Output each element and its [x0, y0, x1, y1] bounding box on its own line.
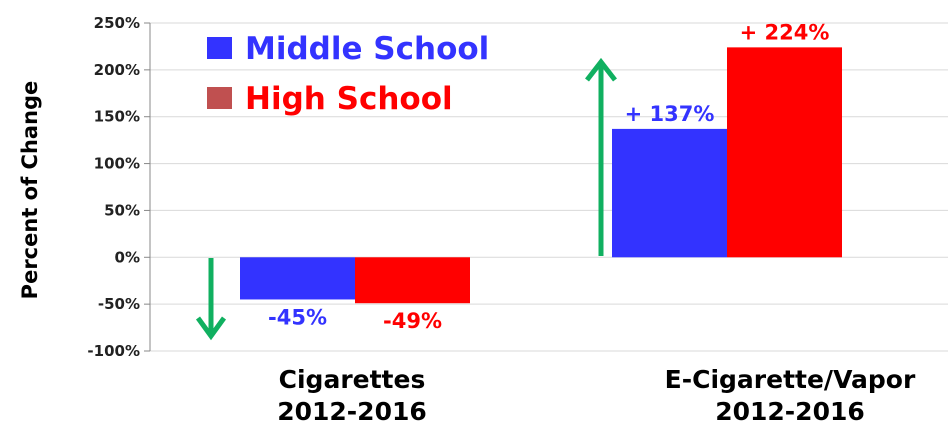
y-tick-label: 200%	[94, 61, 140, 79]
category-label: E-Cigarette/Vapor	[665, 365, 916, 394]
legend: Middle School High School	[207, 31, 489, 117]
y-axis-title: Percent of Change	[18, 81, 42, 300]
legend-swatch	[207, 37, 232, 59]
down-arrow-icon	[195, 258, 227, 341]
bar-high-school-cigarettes	[355, 257, 470, 304]
category-label: Cigarettes	[279, 365, 426, 394]
up-arrow-icon	[585, 57, 617, 256]
bar-high-school-e-cigarette	[727, 47, 842, 258]
trend-arrows	[195, 57, 617, 341]
category-sublabel: 2012-2016	[715, 397, 865, 426]
y-tick-label: 0%	[115, 248, 140, 266]
data-label: + 224%	[740, 20, 830, 44]
bar-middle-school-cigarettes	[240, 257, 355, 300]
y-axis: 250% 200% 150% 100% 50% 0% -50% -100%	[87, 14, 151, 360]
y-tick-label: 50%	[104, 201, 140, 219]
bar-middle-school-e-cigarette	[612, 128, 727, 258]
bars	[240, 47, 842, 304]
y-tick-label: 250%	[94, 14, 140, 32]
y-tick-label: -100%	[87, 342, 140, 360]
y-tick-label: -50%	[98, 295, 140, 313]
y-tick-label: 100%	[94, 155, 140, 173]
y-tick-label: 150%	[94, 108, 140, 126]
data-label: -45%	[268, 305, 327, 329]
legend-swatch	[207, 87, 232, 109]
legend-label: Middle School	[245, 31, 489, 67]
category-labels: Cigarettes 2012-2016 E-Cigarette/Vapor 2012…	[277, 365, 916, 426]
data-label: + 137%	[625, 102, 715, 126]
data-labels: -45% + 137% -49% + 224%	[268, 20, 829, 333]
legend-label: High School	[245, 81, 453, 117]
data-label: -49%	[383, 309, 442, 333]
category-sublabel: 2012-2016	[277, 397, 427, 426]
